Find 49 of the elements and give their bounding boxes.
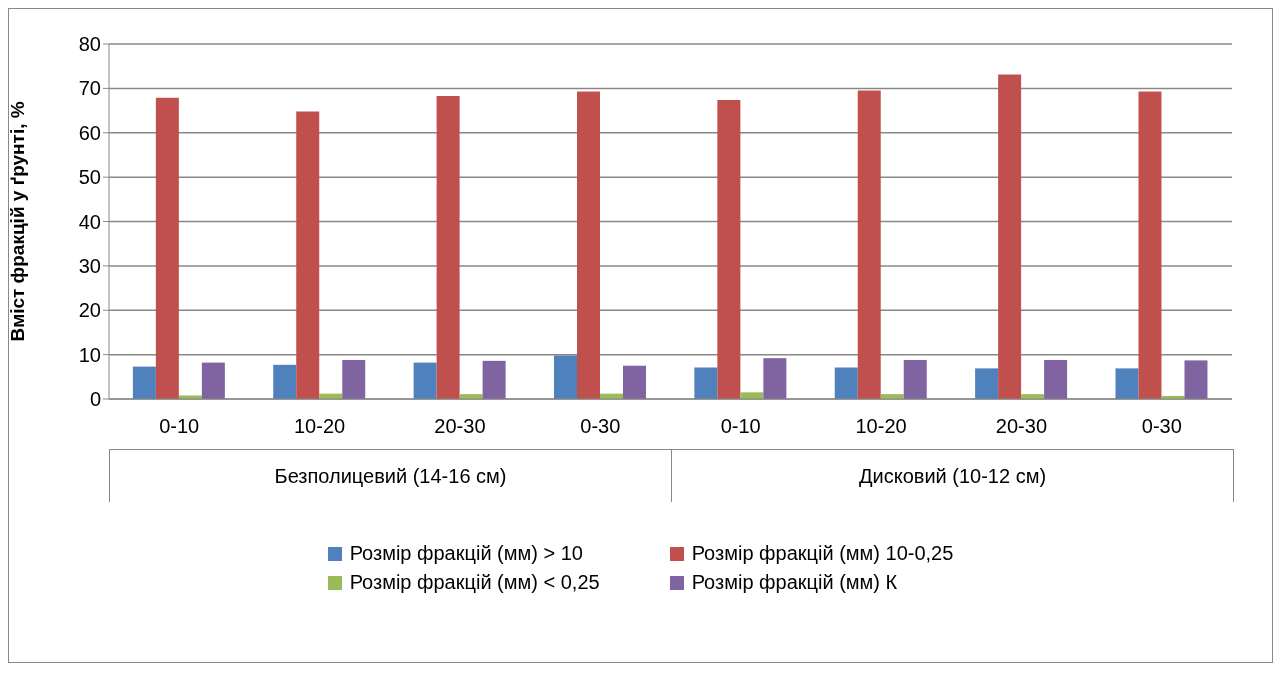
bar [834, 367, 858, 399]
bar [155, 97, 179, 399]
y-tick-label: 40 [78, 210, 101, 233]
bar [576, 91, 600, 399]
x-tick-label: 10-20 [855, 415, 907, 438]
bar [1138, 91, 1162, 399]
legend-label: Розмір фракцій (мм) > 10 [349, 542, 583, 565]
x-tick-label: 0-30 [580, 415, 621, 438]
text: Дисковий (10-12 см) [671, 450, 1234, 502]
y-tick-label: 20 [78, 299, 101, 322]
bar [553, 355, 577, 399]
y-axis-title: Вміст фракцій у ґрунті, % [6, 101, 28, 342]
x-tick-label: 0-30 [1141, 415, 1182, 438]
bar [717, 99, 741, 399]
bar [1184, 360, 1208, 399]
y-tick-label: 60 [78, 121, 101, 144]
bar [694, 367, 718, 399]
y-tick-label: 80 [78, 33, 101, 56]
x-tick-label: 0-10 [159, 415, 200, 438]
bar [342, 359, 366, 399]
legend-label: Розмір фракцій (мм) 10-0,25 [691, 542, 954, 565]
bar [413, 362, 437, 399]
legend-label: Розмір фракцій (мм) К [691, 571, 898, 594]
bar [1115, 368, 1139, 399]
bar [132, 366, 156, 399]
bar [482, 360, 506, 399]
bar [998, 74, 1022, 399]
x-tick-label: 20-30 [434, 415, 486, 438]
bar [296, 111, 320, 399]
bar [763, 358, 787, 399]
bar [1044, 359, 1068, 399]
bar [857, 90, 881, 399]
x-tick-label: 0-10 [720, 415, 761, 438]
legend-label: Розмір фракцій (мм) < 0,25 [349, 571, 600, 594]
bar [903, 359, 927, 399]
y-tick-label: 50 [78, 166, 101, 189]
bar [975, 368, 999, 399]
bar [436, 95, 460, 399]
y-tick-label: 30 [78, 254, 101, 277]
bar [201, 362, 225, 399]
x-tick-label: 10-20 [293, 415, 346, 438]
bar [273, 364, 297, 399]
text: Безполицевий (14-16 см) [109, 450, 671, 502]
y-tick-label: 0 [89, 388, 101, 411]
y-tick-label: 70 [78, 77, 101, 100]
bar [622, 365, 646, 399]
y-tick-label: 10 [78, 343, 101, 366]
x-tick-label: 20-30 [995, 415, 1048, 438]
bar [740, 392, 764, 399]
